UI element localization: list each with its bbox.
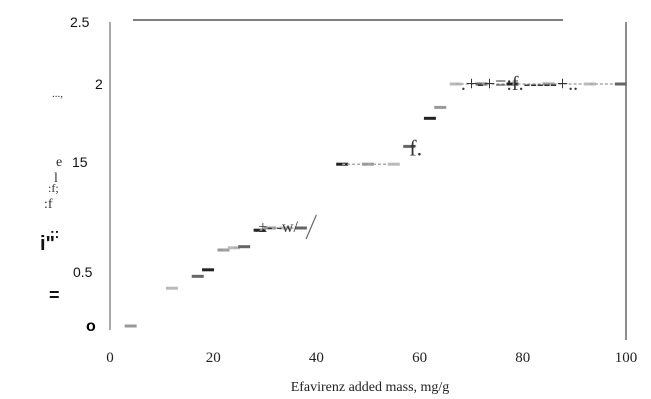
data-point	[165, 286, 178, 290]
data-point	[387, 162, 400, 166]
margin-fragment: e	[56, 155, 62, 170]
x-tick-label: 20	[206, 350, 221, 366]
annotations: .+-+=:f.-----+.. f. .±- -w/	[254, 73, 578, 236]
y-tick-label: 0.5	[73, 264, 93, 280]
data-point	[614, 82, 627, 86]
data-point	[238, 245, 251, 249]
margin-fragment: l	[54, 171, 58, 186]
slash-mark	[305, 214, 317, 240]
y-tick-label: 2	[95, 76, 103, 92]
x-tick-label: 60	[412, 350, 427, 366]
data-point	[294, 226, 307, 230]
x-axis-label: Efavirenz added mass, mg/g	[291, 380, 450, 395]
margin-fragment: =	[49, 285, 60, 305]
margin-fragment: :f	[44, 197, 53, 212]
x-tick-label: 80	[515, 350, 530, 366]
annotation-text: .±- -w/	[254, 219, 298, 236]
y-tick-labels: o 0.5 15 2 2.5	[70, 14, 103, 335]
data-point	[434, 105, 447, 109]
margin-fragment: ::	[50, 225, 59, 241]
x-tick-labels: 0 20 40 60 80 100	[106, 350, 637, 366]
annotation-text: f.	[409, 136, 422, 161]
left-margin-fragments: ...,el:f;:f::i"=	[40, 88, 63, 305]
y-tick-label: 2.5	[70, 14, 90, 30]
y-tick-label: o	[86, 318, 96, 335]
x-tick-label: 0	[106, 350, 114, 366]
margin-fragment: :f;	[48, 181, 59, 195]
y-tick-label: 15	[72, 154, 88, 170]
data-point	[202, 268, 215, 272]
data-point	[124, 324, 137, 328]
plot-frame	[109, 19, 627, 340]
series-group	[124, 82, 627, 328]
margin-fragment: ...,	[52, 88, 63, 100]
annotation-text: .+-+=:f.-----+..	[461, 73, 578, 95]
data-point	[403, 144, 416, 148]
data-point	[423, 116, 436, 120]
margin-fragment: i"	[40, 233, 55, 255]
data-point	[191, 274, 204, 278]
x-tick-label: 40	[309, 350, 324, 366]
x-tick-label: 100	[615, 350, 638, 366]
